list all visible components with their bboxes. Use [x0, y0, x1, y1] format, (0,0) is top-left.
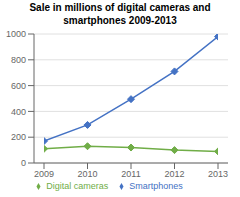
svg-text:400: 400 — [11, 107, 26, 117]
svg-text:0: 0 — [21, 158, 26, 168]
svg-text:1000: 1000 — [8, 29, 26, 39]
svg-text:2010: 2010 — [77, 169, 97, 179]
html-text:Smartphones: Smartphones — [129, 181, 183, 191]
svg-text:2011: 2011 — [121, 169, 140, 179]
svg-text:200: 200 — [11, 132, 26, 142]
svg-text:2013: 2013 — [208, 169, 228, 179]
svg-text:600: 600 — [11, 81, 26, 91]
svg-text:800: 800 — [11, 55, 26, 65]
html-text:Digital cameras: Digital cameras — [46, 181, 109, 191]
html-text:Sale in millions of digital ca: Sale in millions of digital cameras and — [29, 2, 211, 13]
html-text:smartphones 2009-2013: smartphones 2009-2013 — [63, 15, 177, 26]
svg-text:2009: 2009 — [34, 169, 54, 179]
svg-text:2012: 2012 — [164, 169, 184, 179]
